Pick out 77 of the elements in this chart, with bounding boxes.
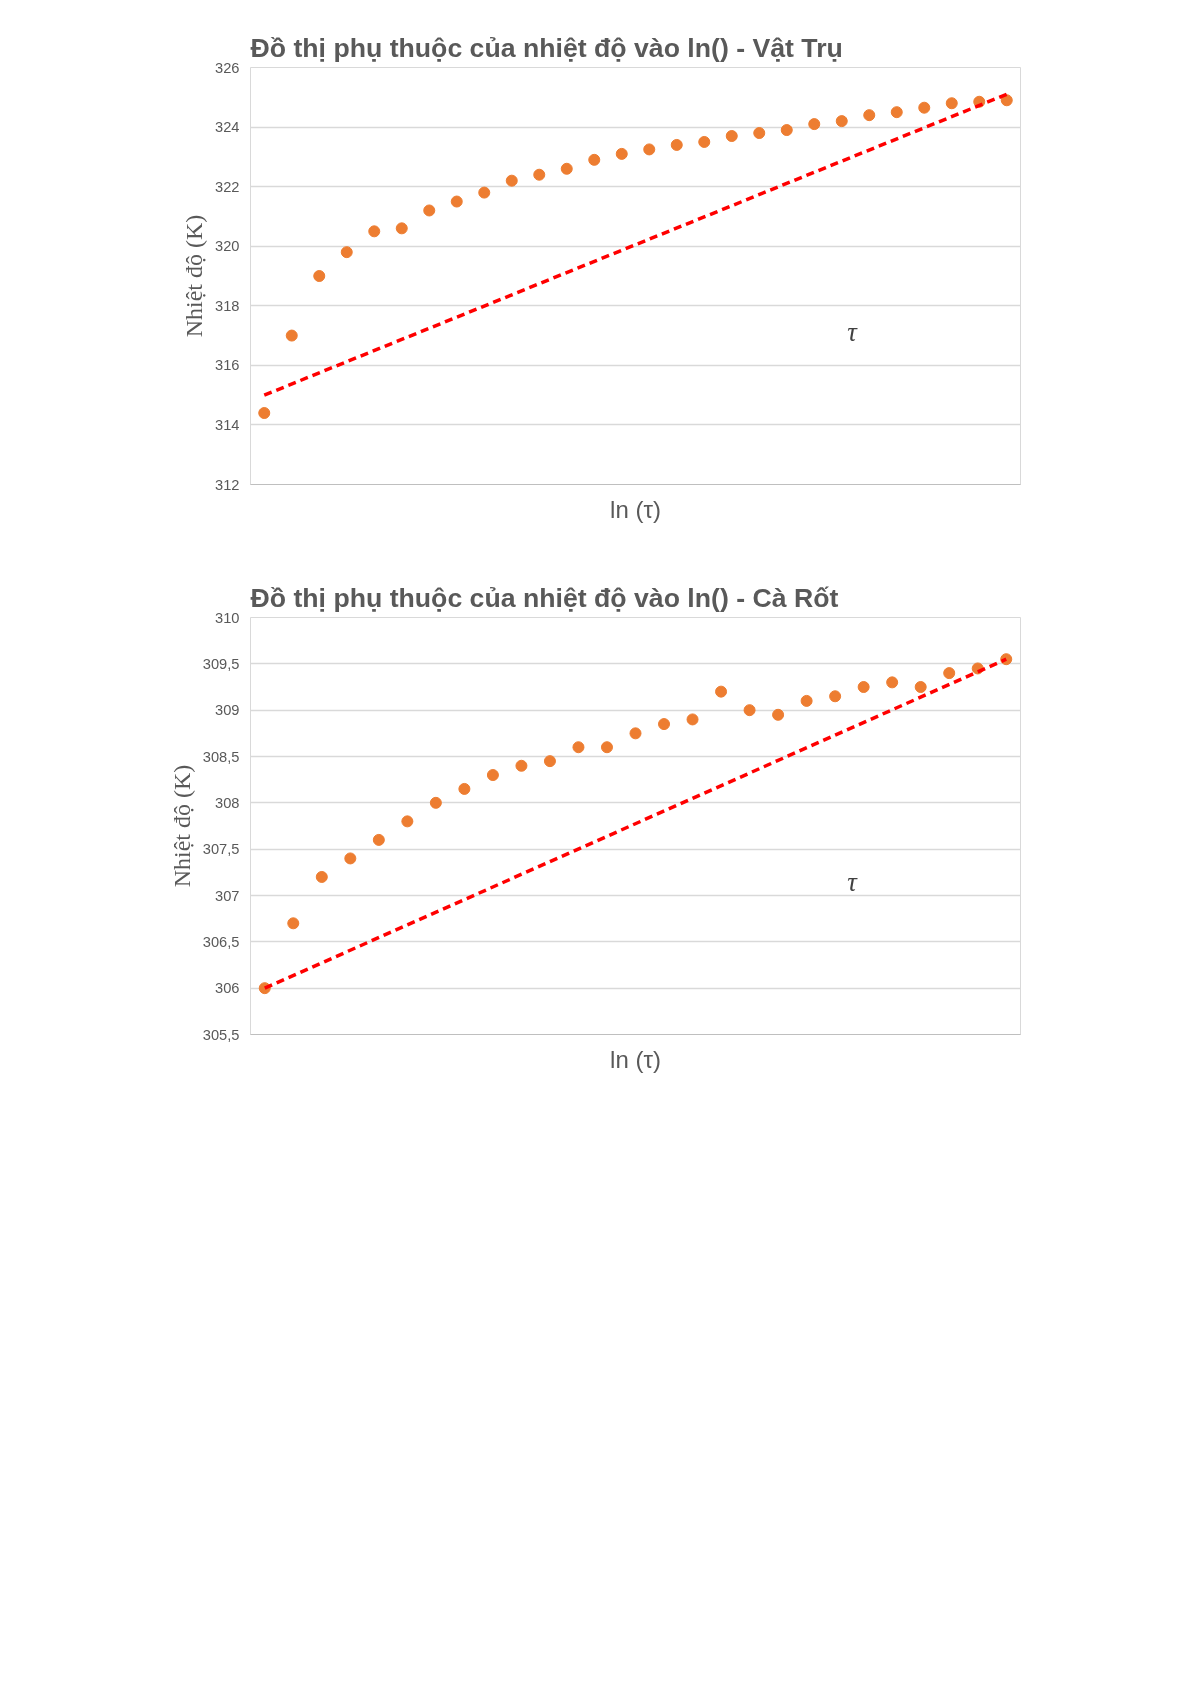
point xyxy=(600,741,613,754)
point xyxy=(835,115,848,128)
y-tick-label: 305,5 xyxy=(202,1026,240,1043)
point xyxy=(914,681,927,693)
point xyxy=(643,143,656,156)
y-tick-label: 326 xyxy=(215,59,240,76)
chart-title: Đồ thị phụ thuộc của nhiệt độ vào ln() - Cà Rốt xyxy=(250,582,839,613)
y-axis-title: Nhiệt độ (K) xyxy=(181,214,208,338)
point xyxy=(945,97,958,110)
point xyxy=(857,681,870,693)
y-tick-label: 307,5 xyxy=(202,841,240,858)
point xyxy=(429,796,442,809)
annotation: τ xyxy=(847,866,859,897)
y-tick-label: 320 xyxy=(215,238,240,255)
point xyxy=(340,246,353,259)
point xyxy=(478,186,491,199)
point xyxy=(572,741,585,754)
point xyxy=(886,676,899,689)
y-tick-label: 307 xyxy=(215,887,240,904)
point xyxy=(670,138,683,151)
y-tick-label: 324 xyxy=(215,119,240,136)
point xyxy=(918,101,931,114)
point xyxy=(943,667,956,680)
point xyxy=(698,135,711,148)
y-tick-label: 322 xyxy=(215,178,240,195)
y-tick-label: 306,5 xyxy=(202,933,240,950)
point xyxy=(458,782,471,795)
y-tick-label: 312 xyxy=(215,476,240,493)
point xyxy=(344,852,357,865)
y-tick-label: 314 xyxy=(215,416,240,433)
point xyxy=(401,815,414,828)
y-tick-label: 308,5 xyxy=(202,748,240,765)
point xyxy=(715,685,728,698)
point xyxy=(800,694,813,707)
y-tick-label: 316 xyxy=(215,357,240,374)
point xyxy=(258,407,271,419)
point xyxy=(287,917,300,930)
point xyxy=(588,153,601,166)
point xyxy=(505,174,518,187)
point xyxy=(863,109,876,122)
point xyxy=(725,130,738,142)
point xyxy=(285,329,298,342)
chart-title: Đồ thị phụ thuộc của nhiệt độ vào ln() - Vật Trụ xyxy=(250,32,843,63)
y-tick-label: 306 xyxy=(215,980,240,997)
point xyxy=(450,195,463,208)
point xyxy=(543,755,556,768)
point xyxy=(753,127,766,140)
point xyxy=(743,704,756,717)
annotation: τ xyxy=(847,316,859,347)
point xyxy=(395,222,408,235)
point xyxy=(533,168,546,181)
point xyxy=(772,708,785,721)
y-tick-label: 309 xyxy=(215,702,240,719)
y-tick-label: 309,5 xyxy=(202,655,240,672)
y-tick-label: 318 xyxy=(215,297,240,314)
y-tick-label: 308 xyxy=(215,794,240,811)
point xyxy=(515,759,528,772)
point xyxy=(372,833,385,846)
x-axis-title: ln (τ) xyxy=(610,1045,661,1073)
point xyxy=(486,769,499,782)
point xyxy=(686,713,699,726)
point xyxy=(808,118,821,131)
y-tick-label: 310 xyxy=(215,609,240,626)
point xyxy=(658,718,671,731)
point xyxy=(315,870,328,883)
point xyxy=(560,162,573,175)
point xyxy=(629,727,642,740)
point xyxy=(780,124,793,137)
point xyxy=(890,106,903,119)
y-axis-title: Nhiệt độ (K) xyxy=(168,764,195,888)
point xyxy=(313,270,326,282)
point xyxy=(829,690,842,703)
x-axis-title: ln (τ) xyxy=(610,495,661,523)
point xyxy=(423,204,436,217)
point xyxy=(368,225,381,238)
point xyxy=(1000,94,1013,107)
point xyxy=(615,147,628,160)
